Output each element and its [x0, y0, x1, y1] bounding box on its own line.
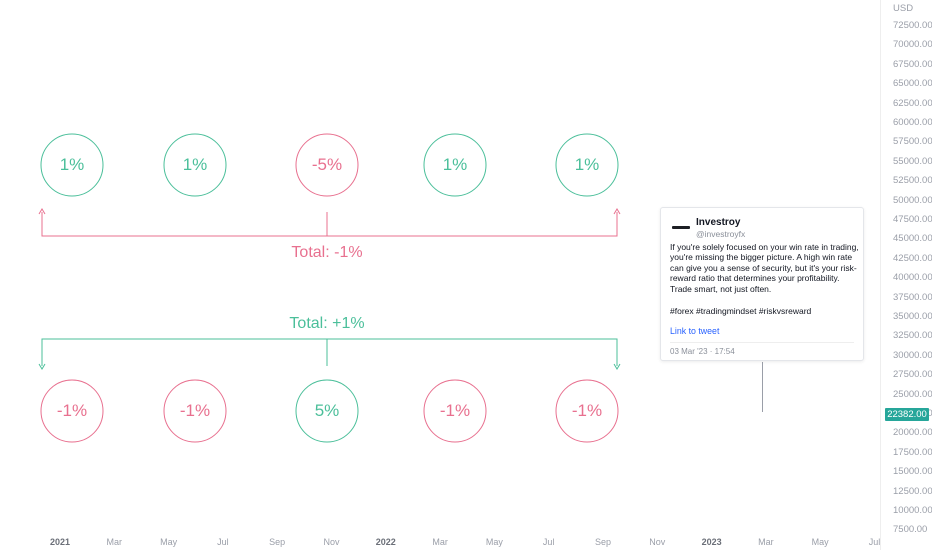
- tweet-anchor-line: [762, 362, 763, 412]
- investroy-logo-icon: [672, 225, 690, 229]
- top-circle-label-5: 1%: [574, 155, 600, 174]
- top-circle-label-3: -5%: [311, 155, 343, 174]
- time-tick-year: 2022: [375, 537, 396, 547]
- time-tick-month: Jul: [217, 537, 229, 547]
- price-tick-label: 72500.00: [893, 20, 932, 31]
- tweet-text: If you're solely focused on your win rat…: [670, 242, 859, 294]
- top-circle-1[interactable]: [40, 133, 104, 197]
- time-tick-year: 2021: [49, 537, 71, 547]
- tweet-author-name: Investroy: [696, 217, 741, 228]
- time-tick-month: Mar: [106, 537, 123, 547]
- bottom-circle-3[interactable]: [295, 379, 359, 443]
- price-tick-label: 20000.00: [893, 427, 932, 439]
- bottom-circle-4[interactable]: [423, 379, 487, 443]
- total-positive-label: Total: +1%: [289, 315, 365, 332]
- top-circle-5[interactable]: [555, 133, 619, 197]
- price-tick-label: 65000.00: [893, 78, 932, 90]
- price-tick-label: 67500.00: [893, 58, 932, 70]
- time-tick-month: Mar: [432, 537, 448, 547]
- total-negative-label: Total: -1%: [291, 244, 363, 261]
- price-tick-label: 17500.00: [893, 446, 932, 458]
- link-to-tweet[interactable]: Link to tweet: [670, 326, 720, 336]
- top-circle-label-1: 1%: [59, 155, 85, 174]
- bottom-circle-label-5: -1%: [571, 401, 603, 420]
- price-tick-label: 52500.00: [893, 175, 932, 187]
- price-tick-label: 50000.00: [893, 194, 932, 206]
- bottom-circle-5[interactable]: [555, 379, 619, 443]
- top-circle-label-4: 1%: [442, 155, 468, 174]
- time-tick-month: Sep: [269, 537, 286, 547]
- price-tick-label: 12500.00: [893, 485, 932, 497]
- price-tick-label: 45000.00: [893, 233, 932, 245]
- time-tick-month: May: [485, 537, 503, 547]
- tweet-hashtags: #forex #tradingmindset #riskvsreward: [670, 306, 812, 316]
- top-bracket-left-arrow[interactable]: [38, 208, 46, 215]
- price-tick-label: 62500.00: [893, 97, 932, 109]
- price-tick-label: 60000.00: [893, 117, 932, 128]
- time-tick-month: Mar: [758, 537, 774, 547]
- chart-overlay: 1% 1% -5% 1% 1% -1% -1% 5% -1% -1% Total: -1% Total…: [56, 155, 603, 420]
- bottom-circle-2[interactable]: [163, 379, 227, 443]
- bottom-circle-label-2: -1%: [179, 401, 211, 420]
- time-tick-year: 2023: [701, 537, 722, 547]
- top-bracket[interactable]: [41, 212, 618, 237]
- time-tick-month: Jul: [868, 537, 881, 547]
- time-tick-month: Nov: [649, 537, 666, 547]
- top-circle-2[interactable]: [163, 133, 227, 197]
- time-tick-month: May: [811, 537, 829, 547]
- bottom-circle-label-3: 5%: [314, 401, 340, 420]
- top-bracket-right-arrow[interactable]: [613, 208, 621, 215]
- price-tick-label: 57500.00: [893, 136, 932, 148]
- price-tick-label: 42500.00: [893, 252, 932, 264]
- price-tick-label: 30000.00: [893, 349, 932, 361]
- time-tick-month: Sep: [594, 537, 611, 547]
- price-tick-label: 55000.00: [893, 155, 932, 167]
- time-axis[interactable]: 2021 Mar May Jul Sep Nov 2022 Mar May Jul Sep Nov 20…: [0, 530, 880, 550]
- time-tick-month: Nov: [323, 537, 340, 547]
- top-circle-3[interactable]: [295, 133, 359, 197]
- price-tick-label: 32500.00: [893, 330, 932, 342]
- tweet-card[interactable]: Investroy @investroyfx If you're solely …: [660, 207, 864, 361]
- tweet-author-handle: @investroyfx: [696, 229, 746, 239]
- bottom-bracket[interactable]: [41, 338, 618, 366]
- price-tick-label: 35000.00: [893, 311, 932, 322]
- top-circle-label-2: 1%: [182, 155, 208, 174]
- time-tick-month: May: [160, 537, 178, 547]
- price-tick-label: 27500.00: [893, 369, 932, 381]
- price-tick-label: 37500.00: [893, 291, 932, 303]
- price-tick-label: 10000.00: [893, 505, 932, 516]
- price-tick-label: 70000.00: [893, 39, 932, 51]
- time-tick-month: Jul: [542, 537, 555, 547]
- top-circle-4[interactable]: [423, 133, 487, 197]
- price-tick-label: 7500.00: [893, 524, 928, 536]
- price-tick-label: 15000.00: [893, 466, 932, 478]
- bottom-circle-label-1: -1%: [56, 401, 88, 420]
- tweet-divider: [670, 342, 854, 343]
- chart-canvas[interactable]: [0, 0, 880, 530]
- bottom-bracket-right-arrow[interactable]: [613, 363, 621, 370]
- avatar: [670, 220, 692, 234]
- current-price-badge: 22382.00: [885, 408, 929, 421]
- price-axis[interactable]: USD 72500.00 70000.00 67500.00 65000.00 6250…: [880, 0, 932, 550]
- bottom-circle-1[interactable]: [40, 379, 104, 443]
- price-tick-label: 40000.00: [893, 272, 932, 284]
- bottom-bracket-left-arrow[interactable]: [38, 363, 46, 370]
- price-tick-label: 25000.00: [893, 388, 932, 400]
- axis-currency-label: USD: [893, 3, 914, 14]
- price-tick-label: 47500.00: [893, 214, 932, 225]
- bottom-circle-label-4: -1%: [439, 401, 471, 420]
- tweet-timestamp: 03 Mar '23 · 17:54: [670, 347, 735, 356]
